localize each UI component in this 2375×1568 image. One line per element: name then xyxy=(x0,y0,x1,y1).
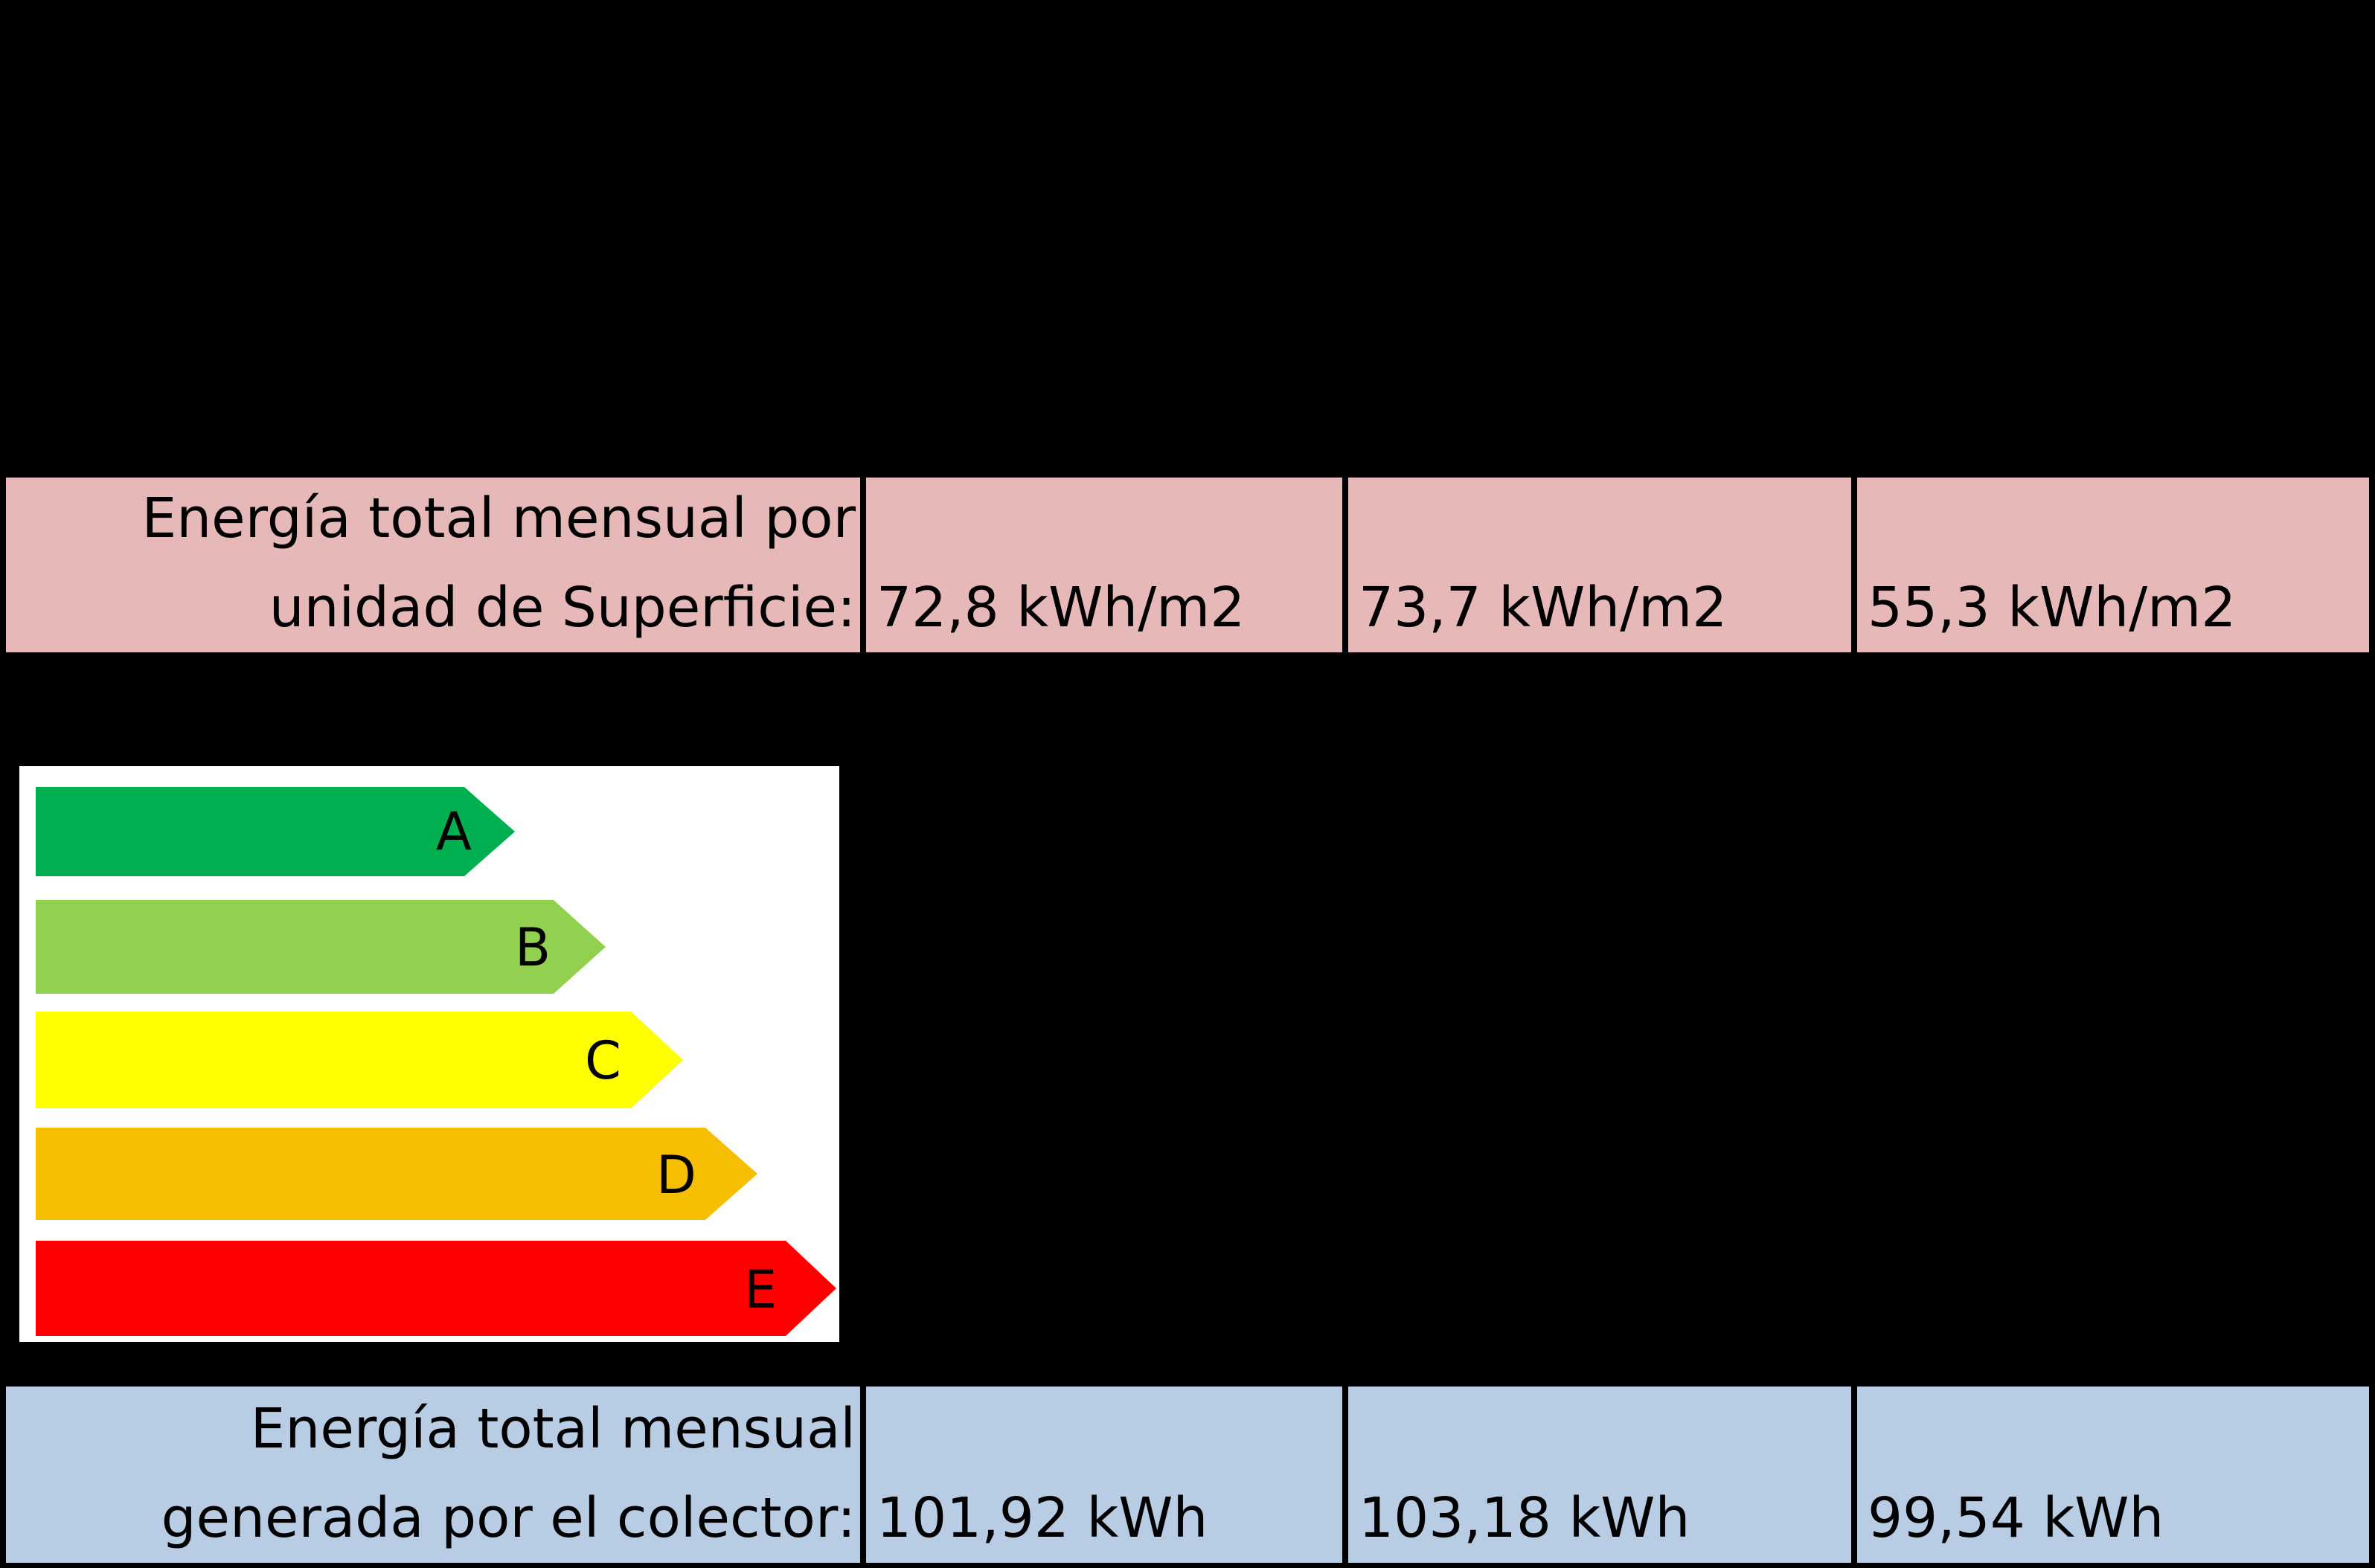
rating-class-d: D xyxy=(36,1128,757,1220)
rating-class-e: E xyxy=(36,1241,836,1336)
generation-label-line2: generada por el colector: xyxy=(161,1486,856,1550)
rating-letter-e: E xyxy=(744,1259,777,1320)
consumption-value-2: 73,7 kWh/m2 xyxy=(1348,478,1851,652)
rating-letter-c: C xyxy=(585,1030,621,1091)
generation-value-2: 103,18 kWh xyxy=(1348,1387,1851,1563)
generation-label: Energía total mensual generada por el co… xyxy=(6,1387,860,1563)
rating-letter-b: B xyxy=(515,917,551,978)
generation-row: Energía total mensual generada por el co… xyxy=(6,1387,2369,1563)
energy-rating-scale-graphic: A B C D E xyxy=(36,787,836,1336)
rating-class-a: A xyxy=(36,787,515,876)
consumption-value-3: 55,3 kWh/m2 xyxy=(1857,478,2369,652)
generation-value-3: 99,54 kWh xyxy=(1857,1387,2369,1563)
rating-letter-a: A xyxy=(436,801,472,862)
consumption-label: Energía total mensual por unidad de Supe… xyxy=(6,478,860,652)
rating-class-c: C xyxy=(36,1012,683,1108)
consumption-row: Energía total mensual por unidad de Supe… xyxy=(6,478,2369,652)
generation-label-line1: Energía total mensual xyxy=(250,1397,856,1461)
energy-rating-scale: A B C D E xyxy=(19,766,839,1342)
consumption-label-line1: Energía total mensual por xyxy=(141,486,856,550)
rating-letter-d: D xyxy=(656,1145,696,1206)
generation-value-1: 101,92 kWh xyxy=(866,1387,1342,1563)
rating-class-b: B xyxy=(36,900,606,994)
consumption-label-line2: unidad de Superficie: xyxy=(269,576,856,640)
consumption-value-1: 72,8 kWh/m2 xyxy=(866,478,1342,652)
